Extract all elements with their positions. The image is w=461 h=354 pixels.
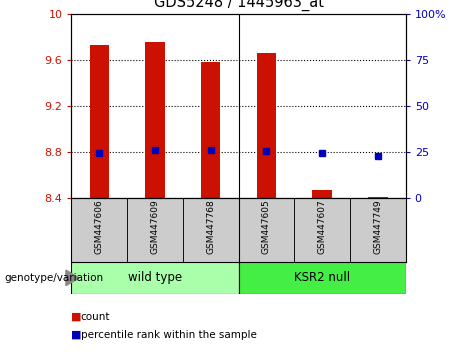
Text: KSR2 null: KSR2 null	[294, 272, 350, 284]
Bar	[89, 45, 109, 198]
Bar	[238, 198, 294, 262]
Bar	[145, 42, 165, 198]
Text: wild type: wild type	[128, 272, 182, 284]
Text: GSM447768: GSM447768	[206, 200, 215, 254]
Bar	[313, 190, 332, 198]
Title: GDS5248 / 1445963_at: GDS5248 / 1445963_at	[154, 0, 324, 11]
Bar	[350, 198, 406, 262]
Text: count: count	[81, 312, 110, 322]
Bar	[294, 198, 350, 262]
Text: ■: ■	[71, 330, 82, 339]
Bar	[183, 198, 238, 262]
Text: GSM447609: GSM447609	[150, 200, 160, 254]
Bar	[127, 198, 183, 262]
Text: GSM447607: GSM447607	[318, 200, 327, 254]
Bar	[238, 262, 406, 294]
Bar	[368, 197, 388, 198]
Text: ■: ■	[71, 312, 82, 322]
Text: percentile rank within the sample: percentile rank within the sample	[81, 330, 257, 339]
Text: GSM447606: GSM447606	[95, 200, 104, 254]
Text: GSM447749: GSM447749	[373, 200, 382, 254]
Text: genotype/variation: genotype/variation	[5, 273, 104, 283]
Text: GSM447605: GSM447605	[262, 200, 271, 254]
Bar	[257, 53, 276, 198]
Bar	[71, 198, 127, 262]
Polygon shape	[66, 270, 79, 286]
Bar	[71, 262, 239, 294]
Bar	[201, 62, 220, 198]
